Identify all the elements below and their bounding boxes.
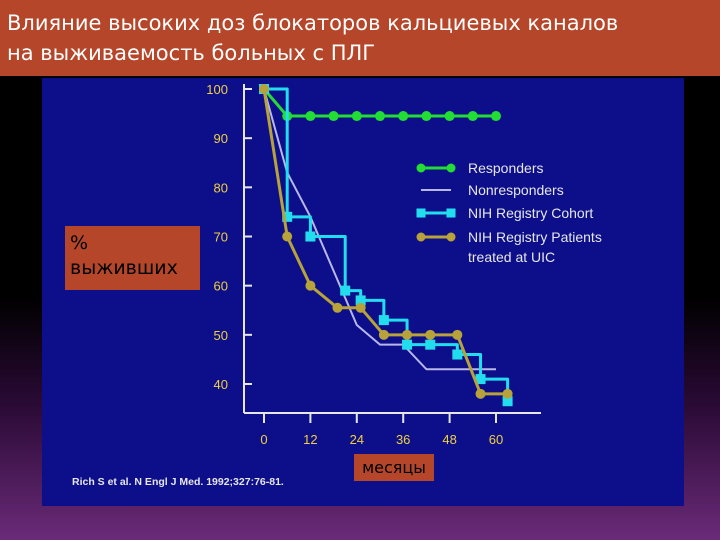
x-tick-label: 60 (489, 432, 503, 447)
series-3-point (502, 388, 513, 399)
series-0-point (398, 111, 409, 122)
legend-swatch-marker-3 (416, 232, 426, 242)
series-2-point (425, 339, 436, 350)
series-2-point (305, 231, 316, 242)
legend-swatch-marker-3 (446, 232, 456, 242)
y-tick-label: 60 (214, 279, 228, 294)
y-tick-label: 50 (214, 328, 228, 343)
y-axis-label: % выживших (65, 226, 200, 290)
legend-label-3: NIH Registry Patients (468, 229, 602, 245)
legend-swatch-marker-2 (446, 208, 456, 218)
legend-label-3: treated at UIC (468, 249, 555, 265)
series-0-point (421, 111, 432, 122)
y-axis-label-line-2: выживших (70, 257, 178, 279)
series-0-point (444, 111, 455, 122)
y-tick-label: 80 (214, 180, 228, 195)
series-3-point (425, 329, 436, 340)
x-axis-label: месяцы (354, 454, 434, 481)
legend-label-0: Responders (468, 160, 544, 176)
series-3-point (332, 302, 343, 313)
series-3-point (355, 302, 366, 313)
slide-title-line-1: Влияние высоких доз блокаторов кальциевы… (7, 11, 619, 35)
series-2-point (475, 374, 486, 385)
legend-swatch-marker-0 (446, 163, 456, 173)
x-tick-label: 36 (396, 432, 410, 447)
y-tick-label: 90 (214, 131, 228, 146)
series-3-point (259, 84, 269, 94)
series-2-point (402, 339, 413, 350)
series-0-point (375, 111, 385, 122)
slide-title: Влияние высоких доз блокаторов кальциевы… (0, 0, 720, 76)
series-0-point (351, 111, 362, 122)
series-3-point (305, 280, 316, 291)
y-axis-label-line-1: % (70, 232, 89, 254)
y-tick-label: 70 (214, 230, 228, 245)
legend-swatch-marker-2 (416, 208, 426, 218)
x-tick-label: 0 (260, 432, 267, 447)
x-tick-label: 24 (350, 432, 364, 447)
series-3-point (402, 329, 413, 340)
x-tick-label: 48 (442, 432, 456, 447)
series-0-point (467, 111, 478, 122)
y-tick-label: 100 (206, 82, 228, 97)
y-tick-label: 40 (214, 377, 228, 392)
legend-swatch-marker-0 (416, 163, 426, 173)
x-tick-label: 12 (303, 432, 317, 447)
citation-text: Rich S et al. N Engl J Med. 1992;327:76-… (72, 476, 284, 488)
series-2-point (452, 349, 463, 360)
series-0-point (305, 111, 316, 122)
series-3-point (475, 388, 486, 399)
legend-label-1: Nonresponders (468, 182, 564, 198)
series-3-point (282, 231, 293, 242)
series-2-point (502, 396, 513, 407)
slide-title-line-2: на выживаемость больных с ПЛГ (7, 41, 376, 65)
series-3-point (452, 329, 463, 340)
series-3-point (378, 329, 389, 340)
series-line-2 (264, 87, 510, 402)
series-0-point (491, 111, 501, 122)
series-2-point (282, 211, 293, 222)
chart-panel (42, 78, 684, 506)
series-2-point (340, 285, 351, 296)
series-line-1 (263, 88, 496, 371)
series-0-point (328, 111, 339, 122)
legend-label-2: NIH Registry Cohort (468, 205, 593, 221)
series-2-point (355, 295, 366, 306)
series-2-point (378, 315, 389, 326)
